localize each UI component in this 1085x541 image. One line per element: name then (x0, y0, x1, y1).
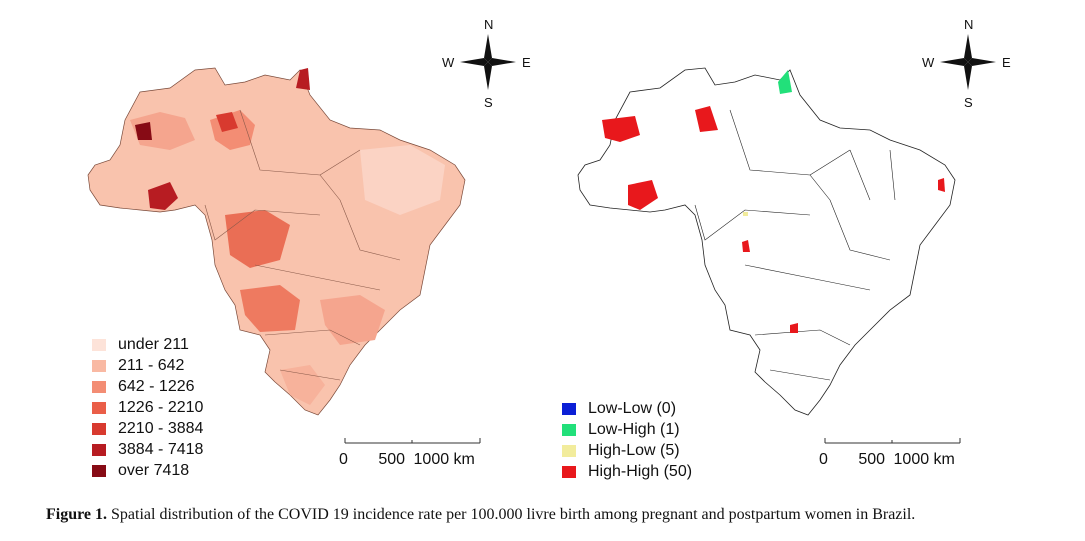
cluster-legend: Low-Low (0) Low-High (1) High-Low (5) High-… (562, 398, 692, 482)
scale-bar-line (344, 438, 481, 444)
incidence-legend-label: 642 - 1226 (118, 377, 195, 395)
scale-bar-labels: 0 500 1000 km (339, 451, 475, 469)
scale-end: 1000 km (413, 451, 475, 468)
high-low-cluster (743, 212, 748, 216)
incidence-legend-swatch (92, 359, 106, 372)
lisa-cluster-map-panel: N S E W Low-Low (0) Low-High (1) High-Low … (540, 0, 1080, 495)
compass-w-label: W (442, 55, 455, 70)
incidence-legend-label: over 7418 (118, 461, 190, 479)
scale-bar-line (824, 438, 961, 444)
scale-mid: 500 (858, 451, 886, 468)
incidence-legend-item: 642 - 1226 (92, 376, 203, 397)
scale-bar-labels: 0 500 1000 km (819, 451, 955, 469)
cluster-legend-swatch (562, 444, 576, 457)
hotspot-northwest (135, 122, 152, 140)
incidence-legend-item: under 211 (92, 334, 203, 355)
high-high-cluster-northeast (938, 178, 945, 192)
hotspot-amazon (216, 112, 238, 132)
incidence-legend-label: 2210 - 3884 (118, 419, 204, 437)
incidence-legend-label: 1226 - 2210 (118, 398, 204, 416)
cluster-legend-label: Low-High (1) (588, 420, 680, 438)
cluster-legend-swatch (562, 423, 576, 436)
central-block (225, 210, 290, 268)
cluster-legend-item: High-High (50) (562, 461, 692, 482)
high-high-cluster-west (628, 180, 658, 210)
incidence-legend-swatch (92, 338, 106, 351)
compass-rose-icon: N S E W (922, 17, 1011, 110)
incidence-legend-swatch (92, 422, 106, 435)
northeast-block (360, 145, 445, 215)
state-borders (204, 109, 401, 381)
incidence-legend-swatch (92, 401, 106, 414)
brazil-outline (577, 67, 956, 416)
compass-n-label: N (484, 17, 493, 32)
south-block (280, 365, 325, 405)
cluster-legend-label: High-Low (5) (588, 441, 680, 459)
low-high-cluster (778, 70, 792, 94)
incidence-legend-label: under 211 (118, 335, 189, 353)
cluster-legend-item: Low-Low (0) (562, 398, 692, 419)
incidence-rate-map-panel: N S E W under 211 211 - 642 642 - 1226 1226… (0, 0, 540, 495)
cluster-legend-label: Low-Low (0) (588, 399, 677, 417)
cluster-legend-item: Low-High (1) (562, 419, 692, 440)
incidence-legend-swatch (92, 443, 106, 456)
compass-e-label: E (1002, 55, 1011, 70)
high-high-cluster-south (790, 323, 798, 333)
lisa-cluster-map: N S E W (577, 17, 1011, 444)
cluster-legend-label: High-High (50) (588, 462, 693, 480)
high-high-cluster-central (742, 240, 750, 252)
figure-label: Figure 1. (46, 506, 108, 523)
compass-s-label: S (484, 95, 493, 110)
southeast-block (320, 295, 385, 345)
incidence-rate-map: N S E W (87, 17, 531, 444)
compass-s-label: S (964, 95, 973, 110)
hotspot-west (148, 182, 178, 210)
scale-zero: 0 (339, 451, 348, 468)
cluster-legend-item: High-Low (5) (562, 440, 692, 461)
compass-e-label: E (522, 55, 531, 70)
incidence-legend-item: 211 - 642 (92, 355, 203, 376)
incidence-legend-swatch (92, 464, 106, 477)
figure-caption-text: Spatial distribution of the COVID 19 inc… (111, 506, 916, 523)
incidence-legend: under 211 211 - 642 642 - 1226 1226 - 2210 2… (92, 334, 203, 481)
hotspot-north (296, 68, 310, 90)
incidence-legend-item: 3884 - 7418 (92, 439, 203, 460)
figure-caption: Figure 1. Spatial distribution of the CO… (46, 506, 1046, 524)
high-high-cluster-northwest (602, 116, 640, 142)
incidence-legend-item: 2210 - 3884 (92, 418, 203, 439)
incidence-legend-item: over 7418 (92, 460, 203, 481)
amazonas-block (130, 112, 195, 150)
incidence-legend-swatch (92, 380, 106, 393)
incidence-legend-item: 1226 - 2210 (92, 397, 203, 418)
cluster-legend-swatch (562, 465, 576, 478)
incidence-legend-label: 3884 - 7418 (118, 440, 204, 458)
high-high-cluster-amazon (695, 106, 718, 132)
state-borders (694, 109, 896, 381)
scale-zero: 0 (819, 451, 828, 468)
compass-w-label: W (922, 55, 935, 70)
cluster-legend-swatch (562, 402, 576, 415)
compass-n-label: N (964, 17, 973, 32)
scale-end: 1000 km (893, 451, 955, 468)
incidence-legend-label: 211 - 642 (118, 356, 185, 374)
scale-mid: 500 (378, 451, 406, 468)
compass-rose-icon: N S E W (442, 17, 531, 110)
south-central-block (240, 285, 300, 332)
